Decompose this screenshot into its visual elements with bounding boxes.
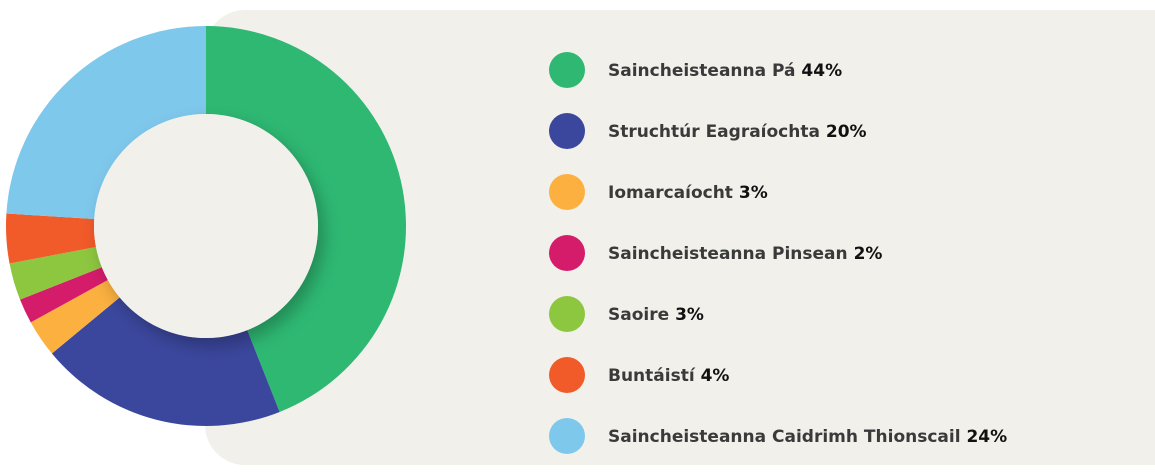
legend-value: 24%	[966, 427, 1007, 447]
donut-slice	[6, 26, 207, 219]
legend-marker	[549, 296, 585, 332]
legend: Saincheisteanna Pá 44% Struchtúr Eagraíoc…	[549, 52, 1007, 454]
legend-marker	[549, 357, 585, 393]
legend-label: Saoire	[608, 305, 669, 325]
donut-slice	[5, 213, 96, 264]
legend-entry: Saincheisteanna Caidrimh Thionscail 24%	[608, 427, 1007, 447]
legend-value: 3%	[675, 305, 704, 325]
legend-label: Saincheisteanna Pá	[608, 61, 796, 81]
donut	[5, 26, 406, 426]
legend-entry: Struchtúr Eagraíochta 20%	[608, 122, 867, 142]
legend-value: 3%	[739, 183, 768, 203]
donut-slice	[30, 279, 120, 354]
donut-slice	[206, 26, 406, 412]
legend-label: Iomarcaíocht	[608, 183, 733, 203]
legend-marker	[549, 235, 585, 271]
legend-entry: Saincheisteanna Pinsean 2%	[608, 244, 882, 264]
legend-value: 20%	[826, 122, 867, 142]
legend-marker	[549, 52, 585, 88]
donut-hole	[94, 114, 318, 338]
panel	[205, 10, 1155, 465]
legend-value: 2%	[854, 244, 883, 264]
legend-entry: Buntáistí 4%	[608, 366, 729, 386]
donut-slice	[51, 297, 280, 426]
donut-slice	[9, 246, 102, 300]
legend-marker	[549, 418, 585, 454]
legend-value: 4%	[701, 366, 730, 386]
legend-marker	[549, 113, 585, 149]
donut-slice	[20, 267, 108, 323]
legend-entry: Saoire 3%	[608, 305, 704, 325]
legend-label: Buntáistí	[608, 366, 696, 386]
legend-value: 44%	[801, 61, 842, 81]
legend-label: Saincheisteanna Pinsean	[608, 244, 848, 264]
legend-marker	[549, 174, 585, 210]
legend-label: Struchtúr Eagraíochta	[608, 122, 820, 142]
legend-entry: Iomarcaíocht 3%	[608, 183, 768, 203]
legend-entry: Saincheisteanna Pá 44%	[608, 61, 842, 81]
legend-label: Saincheisteanna Caidrimh Thionscail	[608, 427, 961, 447]
